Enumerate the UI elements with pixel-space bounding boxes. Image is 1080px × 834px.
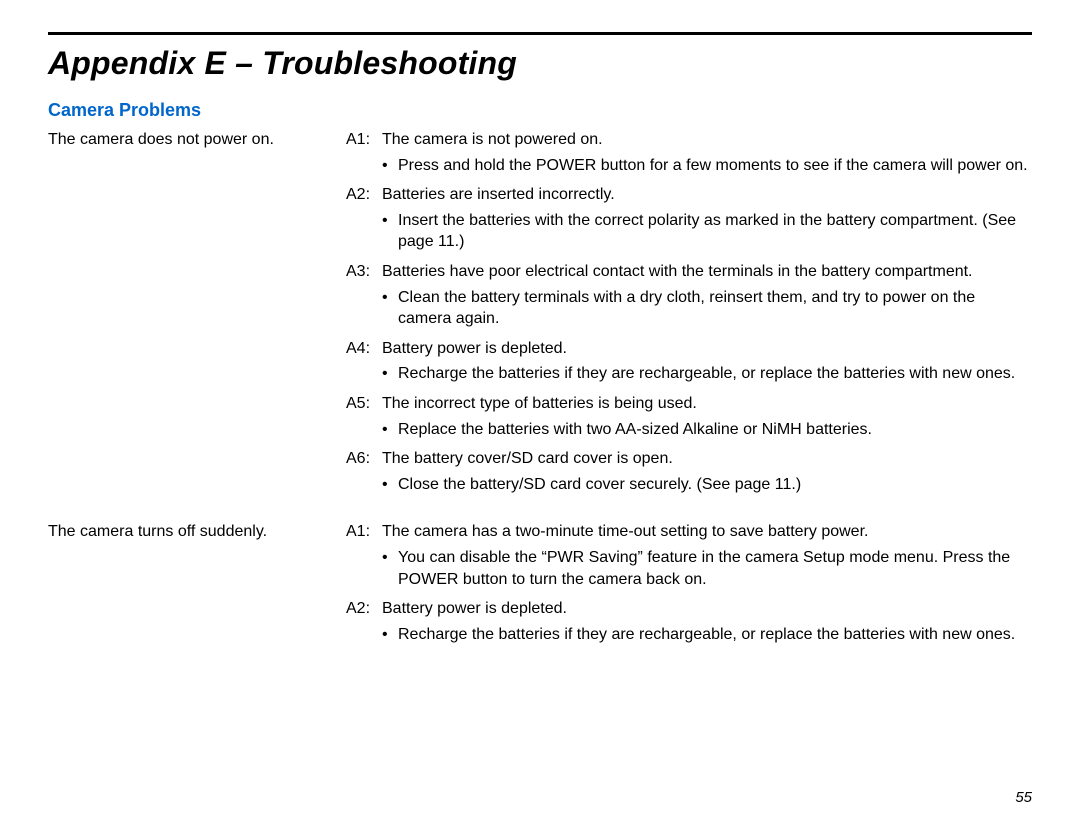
bullet-text: Replace the batteries with two AA-sized … <box>398 419 1032 441</box>
answer-label: A2: <box>346 598 382 622</box>
troubleshooting-table: The camera does not power on.A1:The came… <box>48 129 1032 671</box>
answer-bullet: •Insert the batteries with the correct p… <box>382 210 1032 253</box>
bullet-text: Recharge the batteries if they are recha… <box>398 624 1032 646</box>
table-row: The camera does not power on. A1:The came… <box>48 129 1032 521</box>
answer-item: A1:The camera is not powered on. <box>346 129 1032 153</box>
top-rule <box>48 32 1032 35</box>
problem-text: The camera does not power on. <box>48 131 274 148</box>
bullet-icon: • <box>382 363 398 385</box>
answer-item: A4:Battery power is depleted. <box>346 338 1032 362</box>
answer-cause: Batteries are inserted incorrectly. <box>382 184 1032 206</box>
bullet-icon: • <box>382 419 398 441</box>
answer-label: A5: <box>346 393 382 417</box>
bullet-icon: • <box>382 624 398 646</box>
answer-bullet: •Close the battery/SD card cover securel… <box>382 474 1032 496</box>
answer-label: A6: <box>346 448 382 472</box>
answer-label: A3: <box>346 261 382 285</box>
bullet-text: Close the battery/SD card cover securely… <box>398 474 1032 496</box>
answer-label: A1: <box>346 129 382 153</box>
bullet-text: Clean the battery terminals with a dry c… <box>398 287 1032 330</box>
answer-item: A1:The camera has a two-minute time-out … <box>346 521 1032 545</box>
answer-cause: Batteries have poor electrical contact w… <box>382 261 1032 283</box>
answer-cause: The incorrect type of batteries is being… <box>382 393 1032 415</box>
bullet-icon: • <box>382 210 398 253</box>
answer-label: A1: <box>346 521 382 545</box>
bullet-icon: • <box>382 287 398 330</box>
answer-cause: Battery power is depleted. <box>382 338 1032 360</box>
answer-item: A2:Batteries are inserted incorrectly. <box>346 184 1032 208</box>
problem-cell: The camera does not power on. <box>48 129 346 521</box>
bullet-text: Insert the batteries with the correct po… <box>398 210 1032 253</box>
section-heading: Camera Problems <box>48 100 1032 121</box>
bullet-icon: • <box>382 155 398 177</box>
answer-bullet: •Press and hold the POWER button for a f… <box>382 155 1032 177</box>
answer-bullet: •Clean the battery terminals with a dry … <box>382 287 1032 330</box>
answer-bullet: •You can disable the “PWR Saving” featur… <box>382 547 1032 590</box>
table-row: The camera turns off suddenly. A1:The cam… <box>48 521 1032 671</box>
answer-item: A5:The incorrect type of batteries is be… <box>346 393 1032 417</box>
answer-cause: The camera is not powered on. <box>382 129 1032 151</box>
answer-cause: Battery power is depleted. <box>382 598 1032 620</box>
bullet-text: Recharge the batteries if they are recha… <box>398 363 1032 385</box>
problem-cell: The camera turns off suddenly. <box>48 521 346 671</box>
answer-label: A2: <box>346 184 382 208</box>
bullet-text: You can disable the “PWR Saving” feature… <box>398 547 1032 590</box>
page-number: 55 <box>1015 789 1032 806</box>
page-container: Appendix E – Troubleshooting Camera Prob… <box>0 0 1080 834</box>
answer-label: A4: <box>346 338 382 362</box>
answer-item: A3:Batteries have poor electrical contac… <box>346 261 1032 285</box>
answer-cause: The battery cover/SD card cover is open. <box>382 448 1032 470</box>
bullet-icon: • <box>382 547 398 590</box>
answer-bullet: •Recharge the batteries if they are rech… <box>382 363 1032 385</box>
answer-item: A2:Battery power is depleted. <box>346 598 1032 622</box>
answer-cause: The camera has a two-minute time-out set… <box>382 521 1032 543</box>
answers-cell: A1:The camera is not powered on.•Press a… <box>346 129 1032 521</box>
problem-text: The camera turns off suddenly. <box>48 523 267 540</box>
answers-cell: A1:The camera has a two-minute time-out … <box>346 521 1032 671</box>
bullet-icon: • <box>382 474 398 496</box>
bullet-text: Press and hold the POWER button for a fe… <box>398 155 1032 177</box>
answer-item: A6:The battery cover/SD card cover is op… <box>346 448 1032 472</box>
answer-bullet: •Replace the batteries with two AA-sized… <box>382 419 1032 441</box>
answer-bullet: •Recharge the batteries if they are rech… <box>382 624 1032 646</box>
appendix-title: Appendix E – Troubleshooting <box>48 45 1032 82</box>
